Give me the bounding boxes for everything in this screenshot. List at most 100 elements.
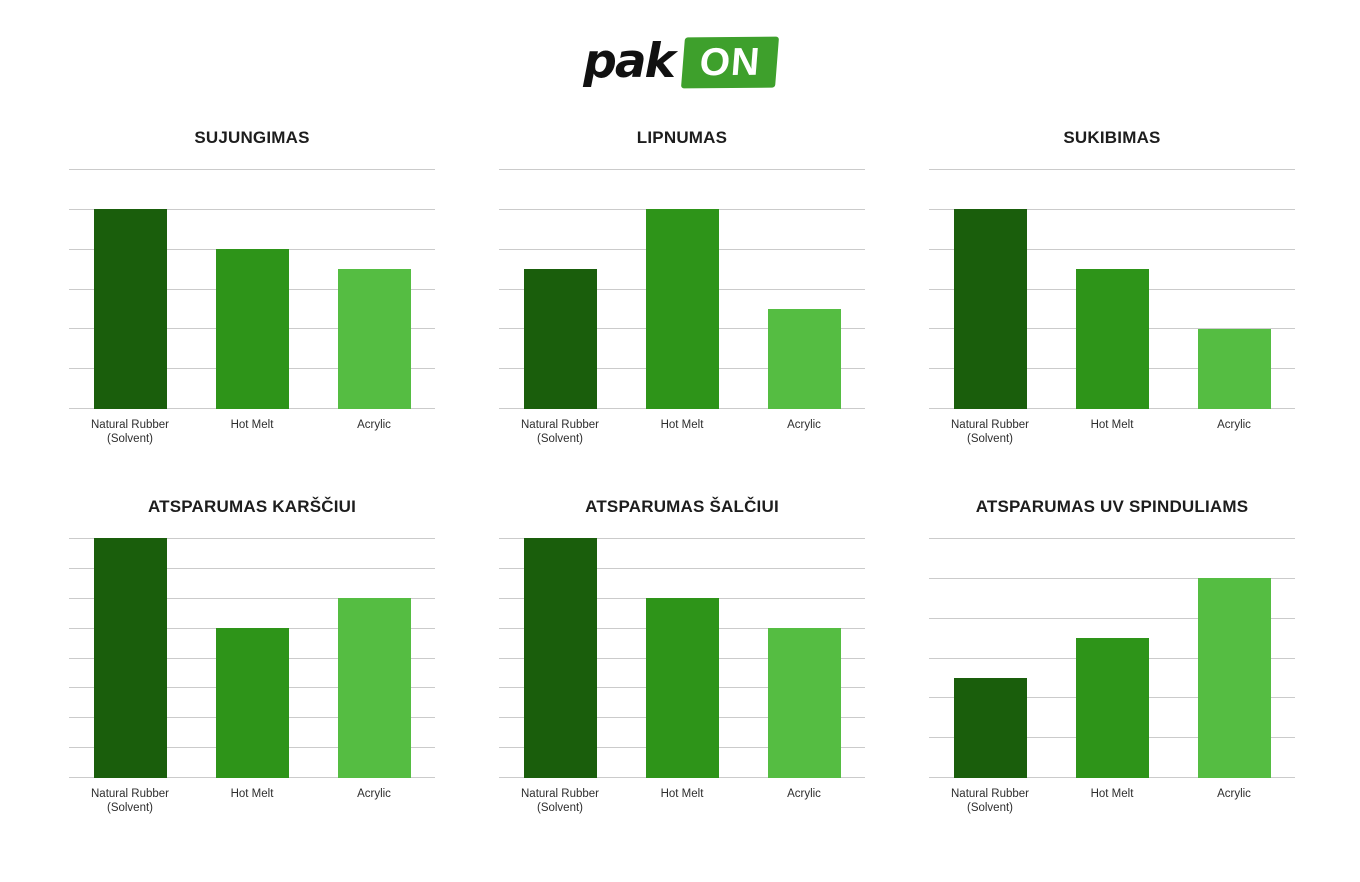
bar-hot-melt: [215, 628, 289, 778]
gridline: [929, 538, 1295, 539]
bar-hot-melt: [215, 249, 289, 409]
category-label-line: Hot Melt: [660, 419, 704, 431]
logo: pak ON: [0, 0, 1360, 90]
category-label-natural-rubber-solvent: Natural Rubber (Solvent): [69, 787, 191, 815]
category-label-line: Acrylic: [357, 419, 391, 431]
category-label-line: (Solvent): [966, 433, 1014, 445]
bar-acrylic: [767, 628, 841, 778]
category-label-line: (Solvent): [536, 433, 584, 445]
bars: [499, 169, 865, 409]
category-label-line: Hot Melt: [230, 788, 274, 800]
category-label-line: Hot Melt: [1090, 419, 1134, 431]
gridline: [69, 598, 435, 599]
bar-natural-rubber-solvent: [93, 209, 167, 409]
gridline: [929, 249, 1295, 250]
category-label-line: Acrylic: [787, 788, 821, 800]
category-label-line: Natural Rubber: [521, 419, 599, 431]
category-label-natural-rubber-solvent: Natural Rubber (Solvent): [499, 787, 621, 815]
chart-title: ATSPARUMAS UV SPINDULIAMS: [975, 497, 1249, 516]
category-label-line: Acrylic: [357, 788, 391, 800]
bar-slot: [191, 169, 313, 409]
chart-title: ATSPARUMAS KARŠČIUI: [147, 497, 357, 516]
gridline: [499, 169, 865, 170]
plot-area: [499, 538, 865, 778]
gridline: [929, 578, 1295, 579]
category-label-natural-rubber-solvent: Natural Rubber (Solvent): [499, 418, 621, 446]
category-labels: Natural Rubber (Solvent) Hot Melt Acrylic: [69, 418, 435, 446]
category-label-line: (Solvent): [536, 802, 584, 814]
bar-slot: [1173, 169, 1295, 409]
bar-acrylic: [767, 309, 841, 409]
bars: [69, 169, 435, 409]
category-label-line: Acrylic: [1217, 419, 1251, 431]
gridline: [929, 169, 1295, 170]
bar-acrylic: [1197, 578, 1271, 778]
category-labels: Natural Rubber (Solvent) Hot Melt Acrylic: [69, 787, 435, 815]
category-label-natural-rubber-solvent: Natural Rubber (Solvent): [929, 787, 1051, 815]
chart: ATSPARUMAS ŠALČIUI Natural Rubber (Solvent…: [499, 497, 865, 815]
charts-grid: SUJUNGIMAS Natural Rubber (Solvent) Hot Mel…: [0, 128, 1360, 815]
bar-hot-melt: [1075, 269, 1149, 409]
category-label-acrylic: Acrylic: [313, 787, 435, 815]
category-label-hot-melt: Hot Melt: [1051, 787, 1173, 815]
category-label-natural-rubber-solvent: Natural Rubber (Solvent): [69, 418, 191, 446]
category-label-hot-melt: Hot Melt: [191, 418, 313, 446]
chart: ATSPARUMAS KARŠČIUI Natural Rubber (Solven…: [69, 497, 435, 815]
bars: [929, 169, 1295, 409]
chart: LIPNUMAS Natural Rubber (Solvent) Hot Melt A…: [499, 128, 865, 446]
bar-acrylic: [1197, 329, 1271, 409]
plot-area: [69, 538, 435, 778]
category-label-line: Acrylic: [787, 419, 821, 431]
gridline: [499, 568, 865, 569]
category-labels: Natural Rubber (Solvent) Hot Melt Acrylic: [929, 787, 1295, 815]
bar-natural-rubber-solvent: [953, 209, 1027, 409]
category-label-line: Natural Rubber: [91, 419, 169, 431]
logo-badge: ON: [680, 36, 779, 88]
category-label-acrylic: Acrylic: [743, 787, 865, 815]
gridline: [69, 568, 435, 569]
bar-natural-rubber-solvent: [523, 269, 597, 409]
bar-slot: [69, 538, 191, 778]
bar-hot-melt: [1075, 638, 1149, 778]
category-label-line: Natural Rubber: [521, 788, 599, 800]
bars: [929, 538, 1295, 778]
category-label-hot-melt: Hot Melt: [191, 787, 313, 815]
gridline: [929, 209, 1295, 210]
category-label-line: Hot Melt: [660, 788, 704, 800]
plot-area: [929, 538, 1295, 778]
bar-slot: [1173, 538, 1295, 778]
category-labels: Natural Rubber (Solvent) Hot Melt Acrylic: [929, 418, 1295, 446]
bar-slot: [499, 538, 621, 778]
category-label-line: (Solvent): [106, 433, 154, 445]
bar-natural-rubber-solvent: [953, 678, 1027, 778]
gridline: [929, 618, 1295, 619]
plot-area: [69, 169, 435, 409]
chart-title: SUKIBIMAS: [1063, 128, 1161, 147]
bar-acrylic: [337, 598, 411, 778]
category-label-line: Acrylic: [1217, 788, 1251, 800]
logo-text: pak: [583, 34, 676, 89]
bar-slot: [69, 169, 191, 409]
category-label-line: Natural Rubber: [91, 788, 169, 800]
gridline: [69, 209, 435, 210]
plot-area: [499, 169, 865, 409]
category-labels: Natural Rubber (Solvent) Hot Melt Acrylic: [499, 418, 865, 446]
bar-slot: [743, 169, 865, 409]
bar-hot-melt: [645, 209, 719, 409]
chart-title: LIPNUMAS: [636, 128, 728, 147]
category-label-acrylic: Acrylic: [1173, 418, 1295, 446]
chart: ATSPARUMAS UV SPINDULIAMS Natural Rubber (…: [929, 497, 1295, 815]
bar-slot: [743, 538, 865, 778]
gridline: [69, 538, 435, 539]
bar-slot: [313, 538, 435, 778]
category-label-hot-melt: Hot Melt: [621, 418, 743, 446]
bar-slot: [191, 538, 313, 778]
category-label-line: Natural Rubber: [951, 419, 1029, 431]
category-label-acrylic: Acrylic: [743, 418, 865, 446]
category-label-line: Natural Rubber: [951, 788, 1029, 800]
bar-slot: [929, 169, 1051, 409]
chart: SUKIBIMAS Natural Rubber (Solvent) Hot Melt…: [929, 128, 1295, 446]
bar-slot: [313, 169, 435, 409]
category-label-line: Hot Melt: [230, 419, 274, 431]
bar-slot: [929, 538, 1051, 778]
